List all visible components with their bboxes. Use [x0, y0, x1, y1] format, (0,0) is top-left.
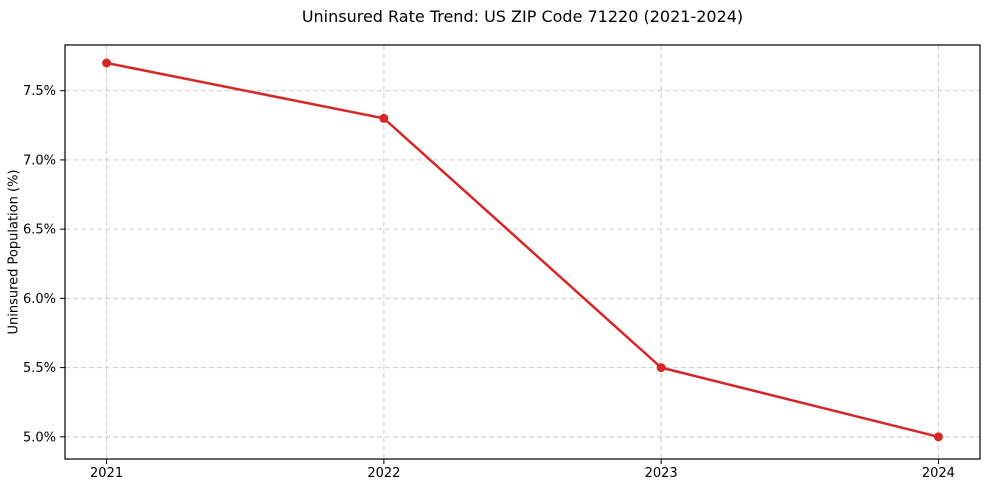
plot-border	[64, 44, 981, 460]
trend-line	[105, 61, 940, 439]
data-point-2024	[933, 432, 943, 442]
x-tick-label-2021: 2021	[90, 466, 123, 481]
y-tick-label-6.0%: 6.0%	[23, 292, 56, 307]
x-tick-label-2024: 2024	[922, 466, 955, 481]
data-point-2021	[102, 58, 112, 68]
data-point-2022	[379, 113, 389, 123]
x-tick-label-2023: 2023	[645, 466, 678, 481]
y-tick-label-5.5%: 5.5%	[23, 361, 56, 376]
y-tick-label-6.5%: 6.5%	[23, 223, 56, 238]
y-tick-label-7.5%: 7.5%	[23, 84, 56, 99]
data-point-2023	[656, 363, 666, 373]
y-tick-label-5.0%: 5.0%	[23, 430, 56, 445]
chart-title: Uninsured Rate Trend: US ZIP Code 71220 …	[301, 7, 744, 26]
y-tick-label-7.0%: 7.0%	[23, 153, 56, 168]
y-axis-label: Uninsured Population (%)	[6, 169, 22, 335]
x-tick-label-2022: 2022	[367, 466, 400, 481]
